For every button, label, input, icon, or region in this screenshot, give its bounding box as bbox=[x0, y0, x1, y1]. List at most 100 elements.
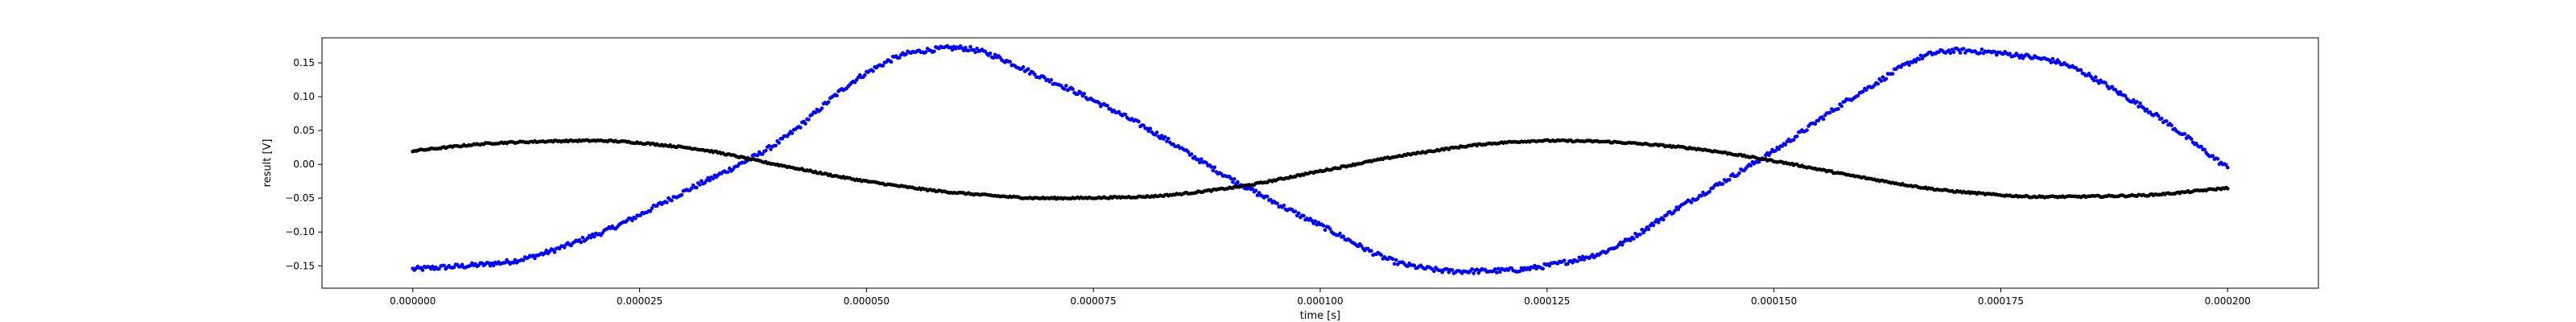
data-point bbox=[1880, 75, 1885, 80]
data-point bbox=[1166, 137, 1170, 141]
data-point bbox=[1495, 270, 1499, 275]
series-layer bbox=[411, 43, 2230, 275]
data-point bbox=[1082, 92, 1087, 96]
data-point bbox=[1212, 165, 1217, 170]
data-point bbox=[2097, 81, 2101, 85]
data-point bbox=[1445, 266, 1450, 271]
data-point bbox=[898, 56, 902, 60]
data-point bbox=[533, 256, 537, 261]
data-point bbox=[689, 186, 694, 191]
data-point bbox=[588, 235, 593, 240]
data-point bbox=[563, 246, 567, 250]
y-axis-label: result [V] bbox=[262, 139, 274, 188]
x-tick-label: 0.000125 bbox=[1524, 295, 1570, 307]
data-point bbox=[1196, 157, 1200, 162]
data-point bbox=[1978, 51, 1983, 55]
data-point bbox=[1199, 157, 1203, 161]
data-point bbox=[835, 93, 839, 98]
data-point bbox=[1204, 161, 1208, 165]
data-point bbox=[1575, 259, 1579, 263]
data-point bbox=[543, 251, 547, 255]
data-point bbox=[679, 192, 684, 197]
data-point bbox=[1879, 79, 1884, 83]
data-point bbox=[1232, 177, 1236, 181]
data-point bbox=[1979, 47, 1984, 52]
data-point bbox=[2094, 75, 2098, 79]
data-point bbox=[950, 47, 955, 52]
data-point bbox=[1211, 168, 1216, 173]
data-point bbox=[1638, 233, 1642, 237]
data-point bbox=[2079, 68, 2083, 72]
data-point bbox=[2050, 56, 2055, 61]
data-point bbox=[2226, 187, 2230, 191]
data-point bbox=[2087, 72, 2091, 76]
data-point bbox=[1646, 227, 1651, 232]
data-point bbox=[1861, 89, 1865, 94]
data-point bbox=[1042, 76, 1046, 80]
data-point bbox=[1720, 182, 1725, 186]
data-point bbox=[1498, 270, 1502, 275]
data-point bbox=[1253, 188, 1258, 192]
data-point bbox=[1026, 67, 1030, 71]
data-point bbox=[1856, 93, 1860, 98]
x-tick-label: 0.000100 bbox=[1297, 295, 1343, 307]
data-point bbox=[881, 64, 886, 68]
data-point bbox=[2008, 52, 2012, 56]
data-point bbox=[1137, 119, 1141, 124]
plot-area-frame bbox=[321, 37, 2319, 289]
data-point bbox=[1993, 50, 1997, 54]
data-point bbox=[1472, 271, 1476, 275]
data-point bbox=[1159, 134, 1164, 138]
data-point bbox=[1412, 263, 1417, 268]
data-point bbox=[1805, 128, 1809, 132]
data-point bbox=[2118, 90, 2123, 94]
data-point bbox=[1836, 106, 1840, 111]
data-point bbox=[503, 261, 507, 265]
data-point bbox=[973, 50, 977, 55]
data-point bbox=[1563, 258, 1567, 262]
data-point bbox=[923, 50, 928, 54]
data-point bbox=[1884, 76, 1889, 81]
data-point bbox=[1338, 231, 1342, 236]
data-point bbox=[777, 141, 781, 145]
data-point bbox=[706, 175, 710, 180]
data-point bbox=[2226, 165, 2230, 170]
data-point bbox=[967, 48, 971, 53]
data-point bbox=[2199, 144, 2203, 149]
data-point bbox=[2054, 61, 2058, 65]
data-point bbox=[1737, 171, 1741, 175]
data-point bbox=[975, 46, 979, 51]
x-tick-label: 0.000000 bbox=[390, 295, 436, 307]
data-point bbox=[1294, 209, 1298, 214]
data-point bbox=[695, 185, 699, 190]
data-point bbox=[1282, 204, 1286, 208]
data-point bbox=[799, 126, 803, 130]
data-point bbox=[708, 178, 712, 183]
series-1 bbox=[411, 43, 2230, 275]
data-point bbox=[437, 266, 441, 271]
data-point bbox=[1141, 123, 1146, 128]
data-point bbox=[552, 250, 557, 254]
data-point bbox=[1275, 201, 1279, 206]
data-point bbox=[1250, 187, 1255, 191]
data-point bbox=[544, 248, 548, 253]
data-point bbox=[2145, 107, 2149, 112]
data-point bbox=[1777, 147, 1781, 151]
data-point bbox=[634, 217, 638, 221]
data-point bbox=[1496, 266, 1501, 271]
data-point bbox=[1783, 142, 1788, 147]
data-point bbox=[442, 263, 446, 268]
data-point bbox=[2182, 132, 2187, 136]
y-tick-label: −0.15 bbox=[285, 260, 315, 271]
data-point bbox=[1064, 84, 1068, 88]
data-point bbox=[871, 69, 875, 73]
data-point bbox=[1643, 228, 1648, 233]
data-point bbox=[1033, 72, 1037, 76]
data-point bbox=[1913, 60, 1918, 64]
y-tick-label: 0.00 bbox=[293, 159, 315, 170]
data-point bbox=[452, 265, 456, 270]
data-point bbox=[1394, 258, 1398, 262]
data-point bbox=[1769, 151, 1773, 155]
data-point bbox=[1656, 221, 1661, 225]
